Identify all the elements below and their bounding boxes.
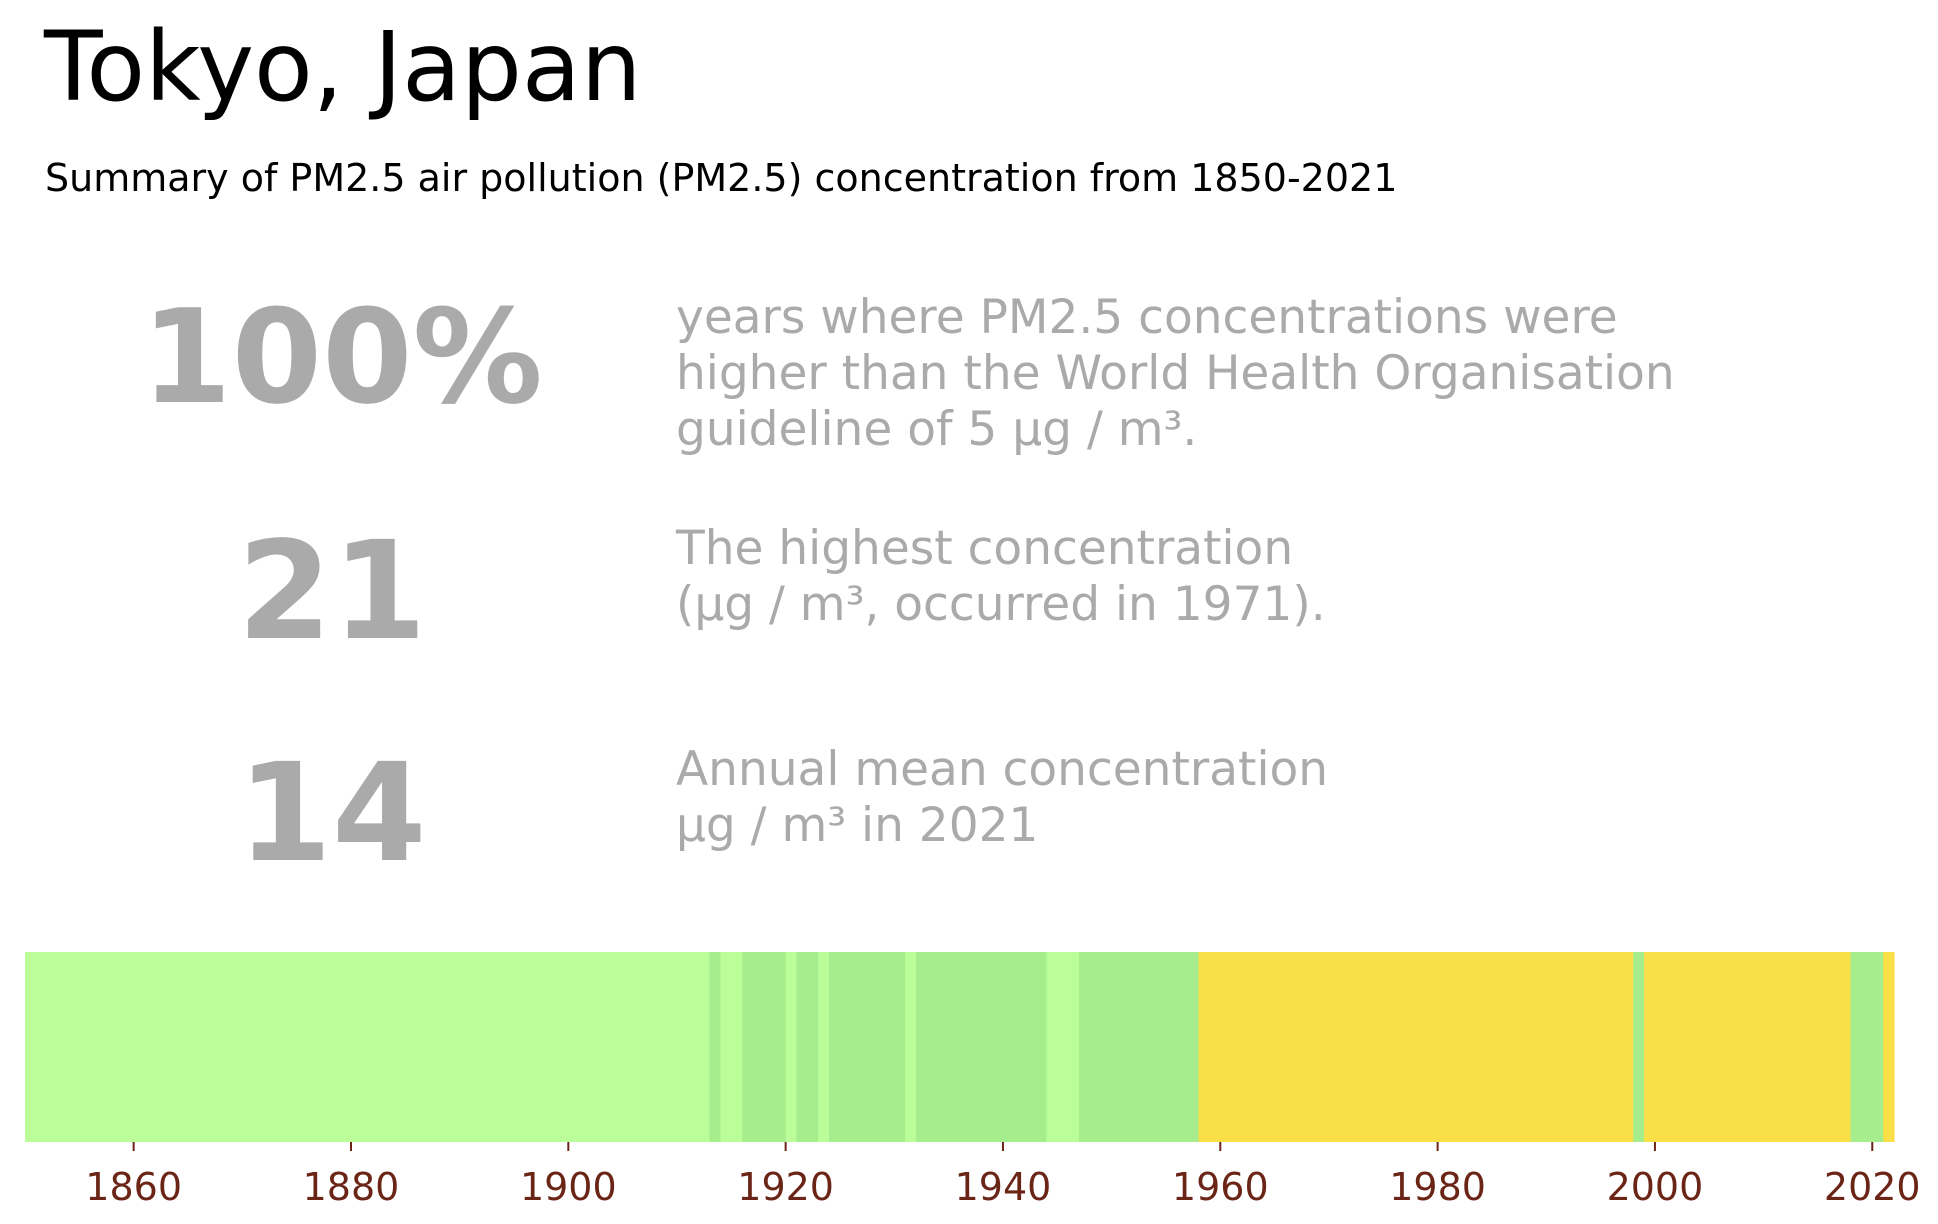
x-tick-label-1880: 1880 xyxy=(303,1165,400,1209)
stat-description-line: years where PM2.5 concentrations were xyxy=(676,290,1618,345)
stripe-band-1921-1923 xyxy=(796,952,819,1142)
stat-value-annual-mean: 14 xyxy=(237,735,427,893)
stat-description-line: (µg / m³, occurred in 1971). xyxy=(676,577,1326,632)
stat-description-line: Annual mean concentration xyxy=(676,742,1329,797)
stripe-band-1958-1998 xyxy=(1198,952,1634,1142)
stat-description-annual-mean: Annual mean concentration µg / m³ in 202… xyxy=(676,742,1328,854)
stat-description-line: higher than the World Health Organisatio… xyxy=(676,346,1675,401)
stripe-band-1932-1944 xyxy=(916,952,1048,1142)
stripe-band-1920-1921 xyxy=(785,952,798,1142)
x-tick-label-1980: 1980 xyxy=(1389,1165,1486,1209)
stat-description-line: guideline of 5 µg / m³. xyxy=(676,402,1198,457)
stripe-bands xyxy=(25,952,1895,1142)
x-axis-ticks: 1860 1880 1900 1920 1940 1960 1980 2000 2020 xyxy=(85,1142,1921,1209)
x-tick-label-1900: 1900 xyxy=(520,1165,617,1209)
stripe-band-1850-1913 xyxy=(25,952,711,1142)
page-title: Tokyo, Japan xyxy=(44,11,642,123)
stripe-band-1931-1932 xyxy=(905,952,917,1142)
stripe-band-1947-1958 xyxy=(1079,952,1200,1142)
x-tick-label-1860: 1860 xyxy=(85,1165,182,1209)
stripe-band-1914-1916 xyxy=(720,952,743,1142)
x-tick-label-1920: 1920 xyxy=(737,1165,834,1209)
page-subtitle: Summary of PM2.5 air pollution (PM2.5) c… xyxy=(45,156,1398,200)
stat-description-line: The highest concentration xyxy=(676,521,1294,576)
stat-description-years-above-guideline: years where PM2.5 concentrations were hi… xyxy=(676,290,1675,458)
stripe-band-1924-1931 xyxy=(829,952,906,1142)
x-tick-label-2020: 2020 xyxy=(1824,1165,1921,1209)
x-tick-label-1960: 1960 xyxy=(1172,1165,1269,1209)
stripe-band-2018-2021 xyxy=(1850,952,1884,1142)
stripe-band-2021-2022 xyxy=(1883,952,1895,1142)
stripe-band-1913-1914 xyxy=(709,952,722,1142)
stripe-band-1999-2018 xyxy=(1644,952,1852,1142)
stat-value-years-above-guideline: 100% xyxy=(141,281,543,433)
stripe-band-1923-1924 xyxy=(818,952,830,1142)
stripe-band-1916-1920 xyxy=(742,952,787,1142)
x-tick-label-2000: 2000 xyxy=(1607,1165,1704,1209)
stripe-band-1944-1947 xyxy=(1046,952,1080,1142)
stat-description-line: µg / m³ in 2021 xyxy=(676,798,1039,853)
stripe-band-1998-1999 xyxy=(1633,952,1645,1142)
stat-description-highest-concentration: The highest concentration (µg / m³, occu… xyxy=(676,521,1326,633)
pm25-stripe-chart: 1860 1880 1900 1920 1940 1960 1980 2000 2020 xyxy=(25,952,1921,1209)
x-tick-label-1940: 1940 xyxy=(955,1165,1052,1209)
stat-value-highest-concentration: 21 xyxy=(237,513,427,671)
